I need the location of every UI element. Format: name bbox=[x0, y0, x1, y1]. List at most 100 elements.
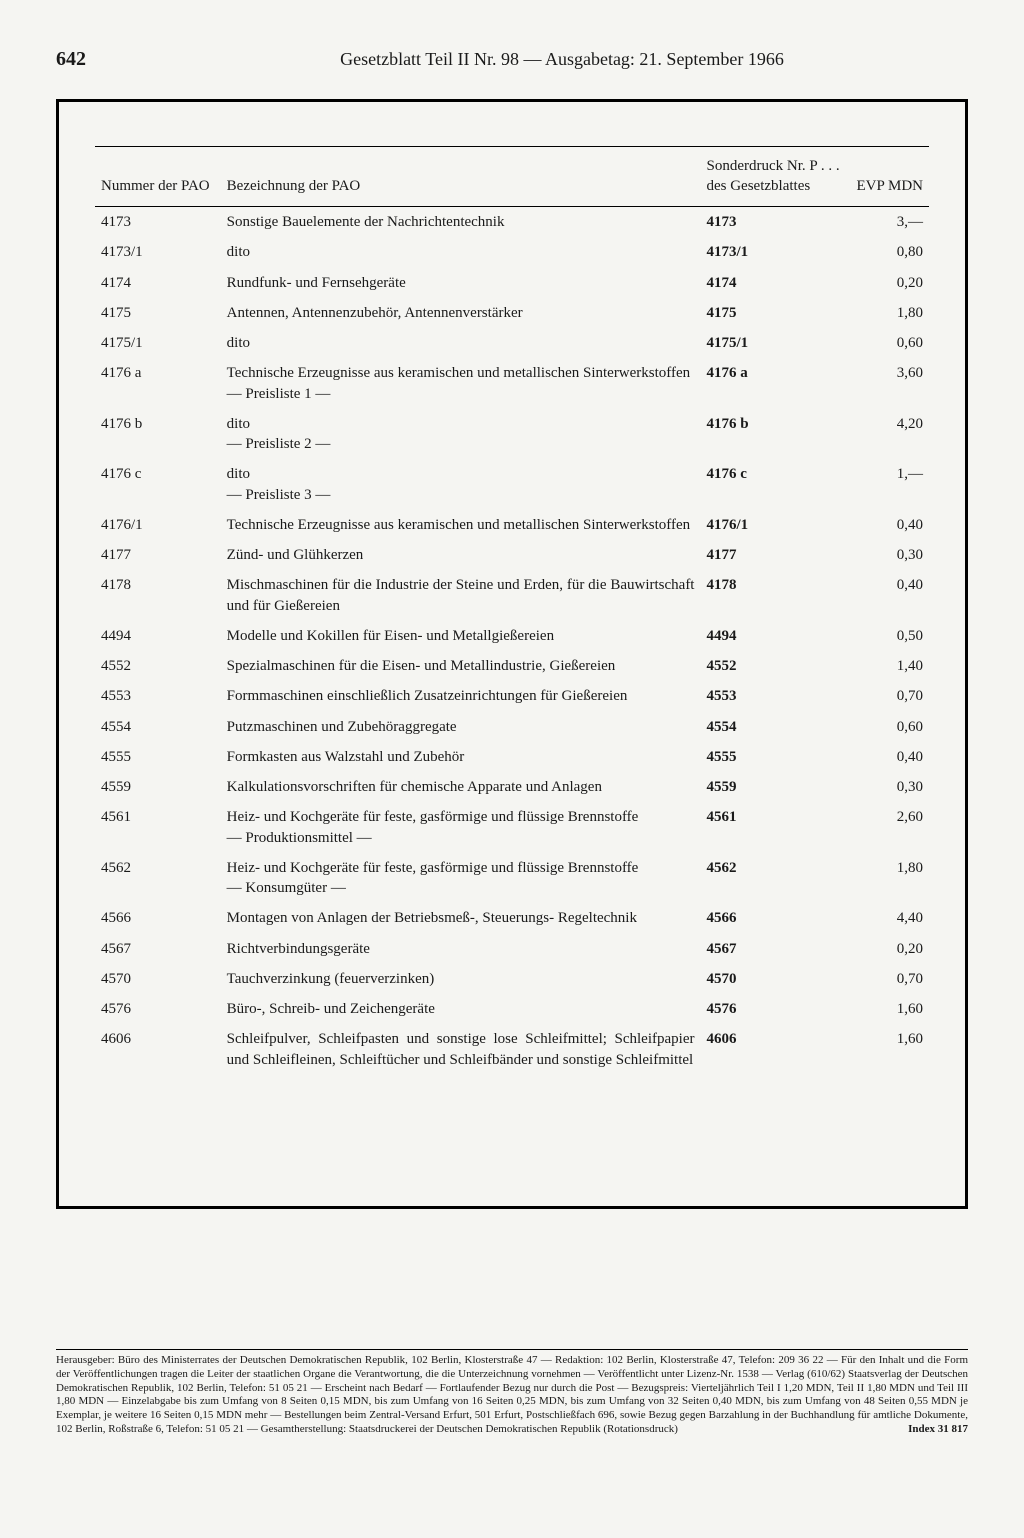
cell-evp: 3,— bbox=[849, 207, 929, 238]
cell-number: 4177 bbox=[95, 540, 221, 570]
table-row: 4567Richtverbindungsgeräte45670,20 bbox=[95, 934, 929, 964]
cell-description: Antennen, Antennenzubehör, Antennenverst… bbox=[221, 298, 701, 328]
page-number: 642 bbox=[56, 48, 156, 71]
cell-sonderdruck: 4173/1 bbox=[700, 237, 849, 267]
cell-description: Rundfunk- und Fernsehgeräte bbox=[221, 268, 701, 298]
cell-description: Formkasten aus Walzstahl und Zubehör bbox=[221, 742, 701, 772]
cell-description: Technische Erzeugnisse aus keramischen u… bbox=[221, 358, 701, 409]
cell-sonderdruck: 4173 bbox=[700, 207, 849, 238]
cell-number: 4176/1 bbox=[95, 510, 221, 540]
cell-sonderdruck: 4175 bbox=[700, 298, 849, 328]
cell-number: 4552 bbox=[95, 651, 221, 681]
cell-sonderdruck: 4570 bbox=[700, 964, 849, 994]
cell-number: 4175 bbox=[95, 298, 221, 328]
cell-number: 4174 bbox=[95, 268, 221, 298]
imprint-block: Herausgeber: Büro des Ministerrates der … bbox=[56, 1354, 968, 1437]
cell-evp: 2,60 bbox=[849, 802, 929, 853]
cell-number: 4555 bbox=[95, 742, 221, 772]
cell-sonderdruck: 4176/1 bbox=[700, 510, 849, 540]
imprint-separator bbox=[56, 1349, 968, 1350]
cell-evp: 1,40 bbox=[849, 651, 929, 681]
cell-description: Tauchverzinkung (feuerverzinken) bbox=[221, 964, 701, 994]
cell-number: 4175/1 bbox=[95, 328, 221, 358]
cell-evp: 1,— bbox=[849, 459, 929, 510]
col-header-number: Nummer der PAO bbox=[95, 147, 221, 207]
table-row: 4176/1Technische Erzeugnisse aus keramis… bbox=[95, 510, 929, 540]
table-row: 4173/1dito4173/10,80 bbox=[95, 237, 929, 267]
table-row: 4554Putzmaschinen und Zubehöraggregate45… bbox=[95, 712, 929, 742]
cell-sonderdruck: 4553 bbox=[700, 681, 849, 711]
cell-evp: 0,20 bbox=[849, 934, 929, 964]
table-row: 4176 cdito — Preisliste 3 —4176 c1,— bbox=[95, 459, 929, 510]
table-row: 4576Büro-, Schreib- und Zeichengeräte457… bbox=[95, 994, 929, 1024]
cell-sonderdruck: 4177 bbox=[700, 540, 849, 570]
table-row: 4176 aTechnische Erzeugnisse aus keramis… bbox=[95, 358, 929, 409]
cell-description: Richtverbindungsgeräte bbox=[221, 934, 701, 964]
table-row: 4178Mischmaschinen für die Industrie der… bbox=[95, 570, 929, 621]
cell-evp: 0,70 bbox=[849, 964, 929, 994]
cell-evp: 4,40 bbox=[849, 903, 929, 933]
cell-evp: 0,30 bbox=[849, 772, 929, 802]
table-row: 4175Antennen, Antennenzubehör, Antennenv… bbox=[95, 298, 929, 328]
cell-sonderdruck: 4567 bbox=[700, 934, 849, 964]
cell-evp: 0,30 bbox=[849, 540, 929, 570]
table-row: 4566Montagen von Anlagen der Betriebsmeß… bbox=[95, 903, 929, 933]
cell-evp: 0,40 bbox=[849, 570, 929, 621]
table-row: 4175/1dito4175/10,60 bbox=[95, 328, 929, 358]
cell-evp: 1,60 bbox=[849, 994, 929, 1024]
imprint-text: Herausgeber: Büro des Ministerrates der … bbox=[56, 1354, 968, 1435]
cell-evp: 3,60 bbox=[849, 358, 929, 409]
cell-description: Zünd- und Glühkerzen bbox=[221, 540, 701, 570]
cell-number: 4562 bbox=[95, 853, 221, 904]
cell-sonderdruck: 4176 c bbox=[700, 459, 849, 510]
cell-sonderdruck: 4566 bbox=[700, 903, 849, 933]
col-header-description: Bezeichnung der PAO bbox=[221, 147, 701, 207]
col-header-evp: EVP MDN bbox=[849, 147, 929, 207]
table-row: 4494Modelle und Kokillen für Eisen- und … bbox=[95, 621, 929, 651]
cell-number: 4554 bbox=[95, 712, 221, 742]
cell-evp: 0,40 bbox=[849, 510, 929, 540]
cell-number: 4176 c bbox=[95, 459, 221, 510]
cell-description: Modelle und Kokillen für Eisen- und Meta… bbox=[221, 621, 701, 651]
imprint-index: Index 31 817 bbox=[908, 1423, 968, 1437]
cell-number: 4559 bbox=[95, 772, 221, 802]
table-row: 4606Schleifpulver, Schleifpasten und son… bbox=[95, 1024, 929, 1075]
table-row: 4555Formkasten aus Walzstahl und Zubehör… bbox=[95, 742, 929, 772]
cell-number: 4567 bbox=[95, 934, 221, 964]
cell-number: 4173 bbox=[95, 207, 221, 238]
table-row: 4177Zünd- und Glühkerzen41770,30 bbox=[95, 540, 929, 570]
cell-evp: 1,80 bbox=[849, 298, 929, 328]
pao-table: Nummer der PAO Bezeichnung der PAO Sonde… bbox=[95, 146, 929, 1075]
cell-sonderdruck: 4174 bbox=[700, 268, 849, 298]
cell-evp: 0,70 bbox=[849, 681, 929, 711]
cell-sonderdruck: 4176 a bbox=[700, 358, 849, 409]
cell-description: Putzmaschinen und Zubehöraggregate bbox=[221, 712, 701, 742]
cell-number: 4561 bbox=[95, 802, 221, 853]
cell-evp: 1,60 bbox=[849, 1024, 929, 1075]
cell-description: dito bbox=[221, 328, 701, 358]
page-title: Gesetzblatt Teil II Nr. 98 — Ausgabetag:… bbox=[156, 49, 968, 70]
cell-description: Mischmaschinen für die Industrie der Ste… bbox=[221, 570, 701, 621]
cell-description: dito — Preisliste 2 — bbox=[221, 409, 701, 460]
cell-sonderdruck: 4606 bbox=[700, 1024, 849, 1075]
content-frame: Nummer der PAO Bezeichnung der PAO Sonde… bbox=[56, 99, 968, 1209]
cell-description: Technische Erzeugnisse aus keramischen u… bbox=[221, 510, 701, 540]
table-row: 4176 bdito — Preisliste 2 —4176 b4,20 bbox=[95, 409, 929, 460]
cell-number: 4494 bbox=[95, 621, 221, 651]
cell-sonderdruck: 4552 bbox=[700, 651, 849, 681]
table-row: 4552Spezialmaschinen für die Eisen- und … bbox=[95, 651, 929, 681]
cell-sonderdruck: 4178 bbox=[700, 570, 849, 621]
cell-number: 4173/1 bbox=[95, 237, 221, 267]
cell-sonderdruck: 4555 bbox=[700, 742, 849, 772]
page-header: 642 Gesetzblatt Teil II Nr. 98 — Ausgabe… bbox=[56, 48, 968, 71]
cell-number: 4570 bbox=[95, 964, 221, 994]
cell-sonderdruck: 4175/1 bbox=[700, 328, 849, 358]
cell-sonderdruck: 4559 bbox=[700, 772, 849, 802]
col-header-sonderdruck: Sonderdruck Nr. P . . . des Gesetzblatte… bbox=[700, 147, 849, 207]
cell-description: dito bbox=[221, 237, 701, 267]
table-row: 4562Heiz- und Kochgeräte für feste, gasf… bbox=[95, 853, 929, 904]
cell-description: dito — Preisliste 3 — bbox=[221, 459, 701, 510]
cell-number: 4176 b bbox=[95, 409, 221, 460]
cell-evp: 0,40 bbox=[849, 742, 929, 772]
cell-sonderdruck: 4562 bbox=[700, 853, 849, 904]
